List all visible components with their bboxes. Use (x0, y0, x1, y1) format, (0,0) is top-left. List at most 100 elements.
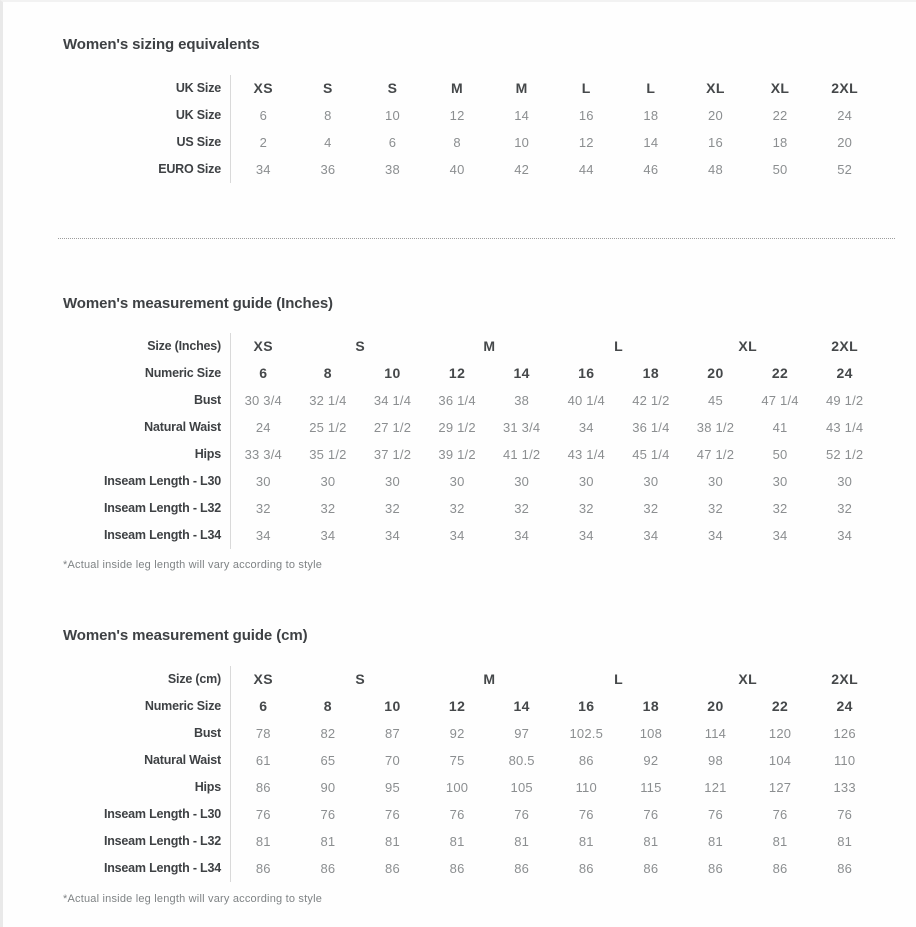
size-letter-cell: M (451, 80, 464, 96)
size-value-cell: 114 (704, 726, 727, 741)
size-value-cell: 95 (385, 780, 400, 795)
size-value-cell: 30 (578, 474, 594, 489)
size-value-cell: 30 (708, 474, 723, 489)
size-value-cell: 18 (642, 365, 660, 381)
size-value-cell: 32 (449, 501, 465, 516)
size-value-cell: 52 (837, 162, 853, 177)
section-divider (58, 238, 895, 239)
size-value-cell: 80.5 (508, 753, 535, 768)
size-value-cell: 86 (255, 861, 271, 876)
size-value-cell: 32 (578, 501, 594, 516)
size-value-cell: 50 (772, 447, 788, 462)
size-value-cell: 30 (514, 474, 530, 489)
size-value-cell: 45 (708, 393, 723, 408)
size-value-cell: 50 (772, 162, 788, 177)
size-value-cell: 8 (323, 698, 332, 714)
size-value-cell: 16 (578, 698, 595, 714)
measurement-guide-inches-table: Size (Inches) XS S M L XL 2XL Numeric Size 6 8 10 1… (63, 333, 916, 549)
size-value-cell: 16 (708, 135, 723, 150)
size-value-cell: 90 (320, 780, 336, 795)
size-value-cell: 12 (448, 698, 466, 714)
size-value-cell: 47 1/4 (761, 393, 799, 408)
size-letter-cell: XS (253, 80, 274, 96)
size-value-cell: 34 (255, 162, 271, 177)
size-value-cell: 38 (385, 162, 400, 177)
size-value-cell: 24 (837, 108, 853, 123)
size-value-cell: 81 (772, 834, 788, 849)
size-value-cell: 70 (385, 753, 400, 768)
size-value-cell: 20 (837, 135, 853, 150)
size-letter-cell: XL (706, 80, 725, 96)
size-value-cell: 32 (837, 501, 853, 516)
size-value-cell: 42 (514, 162, 530, 177)
size-value-cell: 30 (837, 474, 853, 489)
size-value-cell: 10 (385, 108, 400, 123)
size-value-cell: 86 (514, 861, 530, 876)
size-letter-cell: 2XL (831, 338, 859, 354)
size-value-cell: 87 (385, 726, 400, 741)
size-value-cell: 22 (771, 365, 789, 381)
size-value-cell: 76 (578, 807, 594, 822)
row-label: Natural Waist (63, 747, 231, 774)
row-label: Inseam Length - L30 (63, 468, 231, 495)
row-label: Numeric Size (63, 360, 231, 387)
size-letter-cell: M (515, 80, 528, 96)
measurement-guide-cm-table: Size (cm) XS S M L XL 2XL Numeric Size 6 8 10 12 14 1… (63, 666, 916, 882)
size-value-cell: 31 3/4 (503, 420, 541, 435)
row-label: Bust (63, 387, 231, 414)
size-value-cell: 38 1/2 (696, 420, 735, 435)
size-letter-cell: M (483, 671, 496, 687)
size-letter-cell: XL (770, 80, 790, 96)
size-value-cell: 32 (385, 501, 400, 516)
size-value-cell: 32 (514, 501, 530, 516)
size-value-cell: 86 (772, 861, 788, 876)
size-value-cell: 100 (445, 780, 469, 795)
size-value-cell: 126 (833, 726, 856, 741)
size-letter-cell: XL (738, 338, 758, 354)
size-letter-cell: L (646, 80, 656, 96)
size-value-cell: 40 1/4 (567, 393, 605, 408)
size-value-cell: 18 (772, 135, 788, 150)
size-value-cell: 41 (772, 420, 788, 435)
size-value-cell: 133 (833, 780, 856, 795)
size-value-cell: 32 (255, 501, 271, 516)
size-value-cell: 81 (385, 834, 400, 849)
size-letter-cell: L (614, 338, 624, 354)
size-value-cell: 32 1/4 (309, 393, 347, 408)
size-value-cell: 39 1/2 (438, 447, 476, 462)
size-value-cell: 44 (578, 162, 594, 177)
size-value-cell: 4 (324, 135, 332, 150)
header-row-label: Size (cm) (63, 666, 231, 693)
size-value-cell: 16 (578, 365, 595, 381)
size-value-cell: 81 (643, 834, 659, 849)
size-value-cell: 48 (708, 162, 723, 177)
size-value-cell: 127 (768, 780, 792, 795)
size-value-cell: 6 (259, 365, 268, 381)
size-value-cell: 38 (514, 393, 530, 408)
row-label: Inseam Length - L34 (63, 855, 231, 882)
size-value-cell: 27 1/2 (373, 420, 412, 435)
size-value-cell: 22 (771, 698, 789, 714)
size-value-cell: 42 1/2 (632, 393, 670, 408)
size-value-cell: 81 (255, 834, 271, 849)
size-letter-cell: XS (253, 671, 274, 687)
size-value-cell: 32 (643, 501, 659, 516)
size-value-cell: 6 (388, 135, 397, 150)
size-value-cell: 18 (643, 108, 659, 123)
size-value-cell: 20 (707, 698, 724, 714)
size-value-cell: 14 (514, 108, 530, 123)
size-value-cell: 86 (449, 861, 465, 876)
size-value-cell: 34 (385, 528, 400, 543)
size-value-cell: 78 (255, 726, 271, 741)
row-label: US Size (63, 129, 231, 156)
size-value-cell: 97 (514, 726, 530, 741)
size-value-cell: 102.5 (569, 726, 604, 741)
size-value-cell: 34 (578, 420, 594, 435)
size-value-cell: 75 (449, 753, 465, 768)
size-value-cell: 43 1/4 (567, 447, 605, 462)
sizing-equivalents-title: Women's sizing equivalents (63, 36, 260, 53)
size-value-cell: 32 (708, 501, 723, 516)
size-value-cell: 76 (772, 807, 788, 822)
cm-footnote: *Actual inside leg length will vary acco… (63, 893, 323, 905)
size-value-cell: 34 (514, 528, 530, 543)
